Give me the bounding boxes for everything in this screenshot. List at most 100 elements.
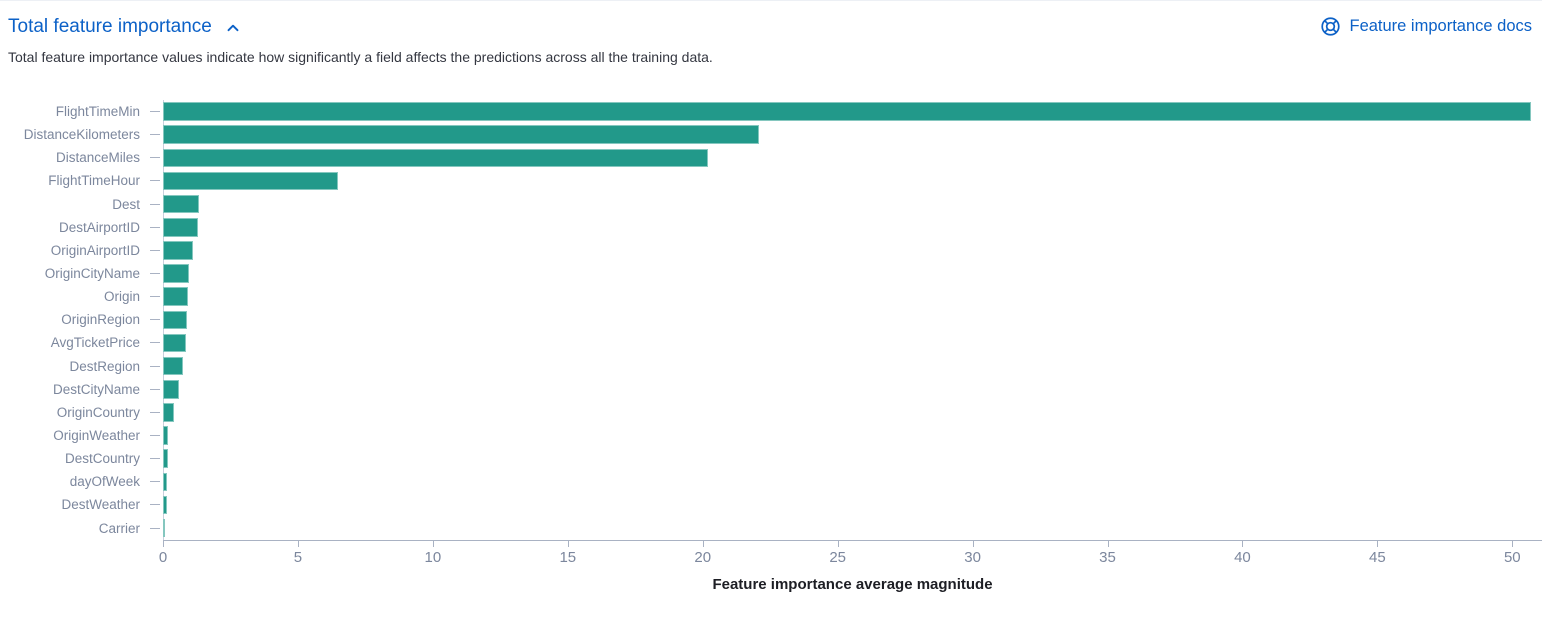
bar-track xyxy=(163,472,1542,492)
y-axis-label: DestCountry xyxy=(64,451,140,467)
y-axis-label: DestAirportID xyxy=(58,219,140,235)
y-axis-label: OriginAirportID xyxy=(50,242,140,258)
x-axis-tick xyxy=(1512,539,1514,547)
x-axis-tick-label: 35 xyxy=(1099,548,1116,566)
chart-row: OriginWeather xyxy=(0,424,1542,447)
x-axis-tick xyxy=(702,539,704,547)
x-axis-tick-label: 10 xyxy=(424,548,442,566)
bar-track xyxy=(163,171,1542,191)
bar-track xyxy=(163,102,1542,121)
y-axis-label: OriginRegion xyxy=(61,312,140,328)
chart-row: dayOfWeek xyxy=(0,470,1542,493)
y-axis-tick xyxy=(150,435,160,437)
x-axis-tick-label: 25 xyxy=(829,548,846,566)
feature-importance-bar xyxy=(163,356,184,376)
x-axis-tick-label: 50 xyxy=(1503,548,1521,566)
y-axis-tick xyxy=(150,365,160,367)
x-axis-title: Feature importance average magnitude xyxy=(712,575,993,593)
chart-row: OriginCityName xyxy=(0,262,1542,285)
bar-track xyxy=(163,426,1542,445)
bar-track xyxy=(163,218,1542,237)
y-axis-label: Dest xyxy=(112,196,140,212)
chart-row: OriginAirportID xyxy=(0,239,1542,262)
x-axis-tick-label: 30 xyxy=(964,548,981,566)
feature-importance-bar xyxy=(163,148,709,168)
x-axis-tick-label: 45 xyxy=(1369,548,1386,566)
y-axis-tick xyxy=(150,111,160,113)
feature-importance-bar xyxy=(163,194,200,214)
bar-track xyxy=(163,333,1542,353)
feature-importance-bar xyxy=(163,380,180,399)
x-axis-tick-label: 40 xyxy=(1234,548,1251,566)
chart-row: DistanceMiles xyxy=(0,146,1542,169)
y-axis-tick xyxy=(150,458,160,460)
y-axis-label: DestWeather xyxy=(61,497,140,513)
bar-track xyxy=(163,264,1542,283)
chart-row: DestCityName xyxy=(0,378,1542,401)
y-axis-tick xyxy=(150,342,160,344)
feature-importance-bar xyxy=(163,495,167,515)
chart-row: DestCountry xyxy=(0,447,1542,470)
feature-importance-bar xyxy=(163,102,1532,121)
y-axis-tick xyxy=(150,481,160,483)
y-axis-tick xyxy=(150,319,160,321)
y-axis-tick xyxy=(150,411,160,413)
bar-track xyxy=(163,495,1542,515)
feature-importance-bar xyxy=(163,125,760,144)
x-axis-tick xyxy=(567,539,569,547)
y-axis-tick xyxy=(150,226,160,228)
y-axis-label: Carrier xyxy=(98,520,140,536)
y-axis-tick xyxy=(150,180,160,182)
y-axis-label: DistanceMiles xyxy=(55,150,140,166)
bar-track xyxy=(163,241,1542,260)
y-axis-tick xyxy=(150,527,160,529)
feature-importance-bar xyxy=(163,472,168,492)
x-axis-tick xyxy=(1107,539,1109,547)
bar-track xyxy=(163,125,1542,144)
chart-row: Dest xyxy=(0,193,1542,216)
feature-importance-bar xyxy=(163,218,199,237)
chart-row: OriginCountry xyxy=(0,401,1542,424)
total-feature-importance-toggle[interactable]: Total feature importance xyxy=(8,13,241,40)
feature-importance-bar xyxy=(163,426,168,445)
chart-row: OriginRegion xyxy=(0,308,1542,331)
y-axis-label: DistanceKilometers xyxy=(23,127,140,143)
y-axis-tick xyxy=(150,504,160,506)
y-axis-tick xyxy=(150,273,160,275)
x-axis-tick xyxy=(432,539,434,547)
chart-row: DestWeather xyxy=(0,493,1542,516)
y-axis-tick xyxy=(150,203,160,205)
bar-track xyxy=(163,518,1542,538)
bar-track xyxy=(163,148,1542,168)
bar-track xyxy=(163,287,1542,306)
help-lifering-icon xyxy=(1320,16,1341,37)
bar-track xyxy=(163,194,1542,214)
feature-importance-bar xyxy=(163,449,168,468)
y-axis-label: FlightTimeHour xyxy=(48,173,140,189)
y-axis-label: DestRegion xyxy=(69,358,140,374)
chevron-up-icon xyxy=(225,20,241,36)
feature-importance-bar xyxy=(163,287,188,306)
bar-track xyxy=(163,403,1542,422)
y-axis-tick xyxy=(150,296,160,298)
y-axis-label: AvgTicketPrice xyxy=(50,335,140,351)
x-axis-tick-label: 15 xyxy=(559,548,577,566)
feature-importance-bar xyxy=(163,264,189,283)
chart-row: Carrier xyxy=(0,517,1542,540)
chart-row: DestRegion xyxy=(0,355,1542,378)
x-axis-tick-label: 5 xyxy=(293,548,303,566)
feature-importance-chart: FlightTimeMin DistanceKilometers DistanceM… xyxy=(0,100,1542,593)
feature-importance-docs-link[interactable]: Feature importance docs xyxy=(1320,16,1532,37)
feature-importance-bar xyxy=(163,518,165,538)
y-axis-label: dayOfWeek xyxy=(69,474,140,490)
y-axis-tick xyxy=(150,249,160,251)
x-axis-tick xyxy=(972,539,974,547)
bar-track xyxy=(163,380,1542,399)
chart-row: AvgTicketPrice xyxy=(0,331,1542,354)
section-title: Total feature importance xyxy=(8,16,212,37)
x-axis xyxy=(163,539,1542,547)
chart-row: Origin xyxy=(0,285,1542,308)
y-axis-tick xyxy=(150,388,160,390)
feature-importance-bar xyxy=(163,333,186,353)
